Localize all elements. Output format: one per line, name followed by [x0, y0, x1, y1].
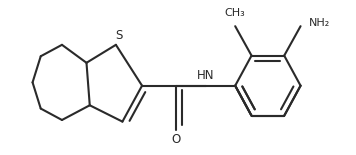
Text: NH₂: NH₂	[309, 18, 330, 28]
Text: O: O	[172, 133, 181, 146]
Text: S: S	[115, 29, 123, 42]
Text: HN: HN	[197, 69, 215, 82]
Text: CH₃: CH₃	[225, 8, 246, 18]
